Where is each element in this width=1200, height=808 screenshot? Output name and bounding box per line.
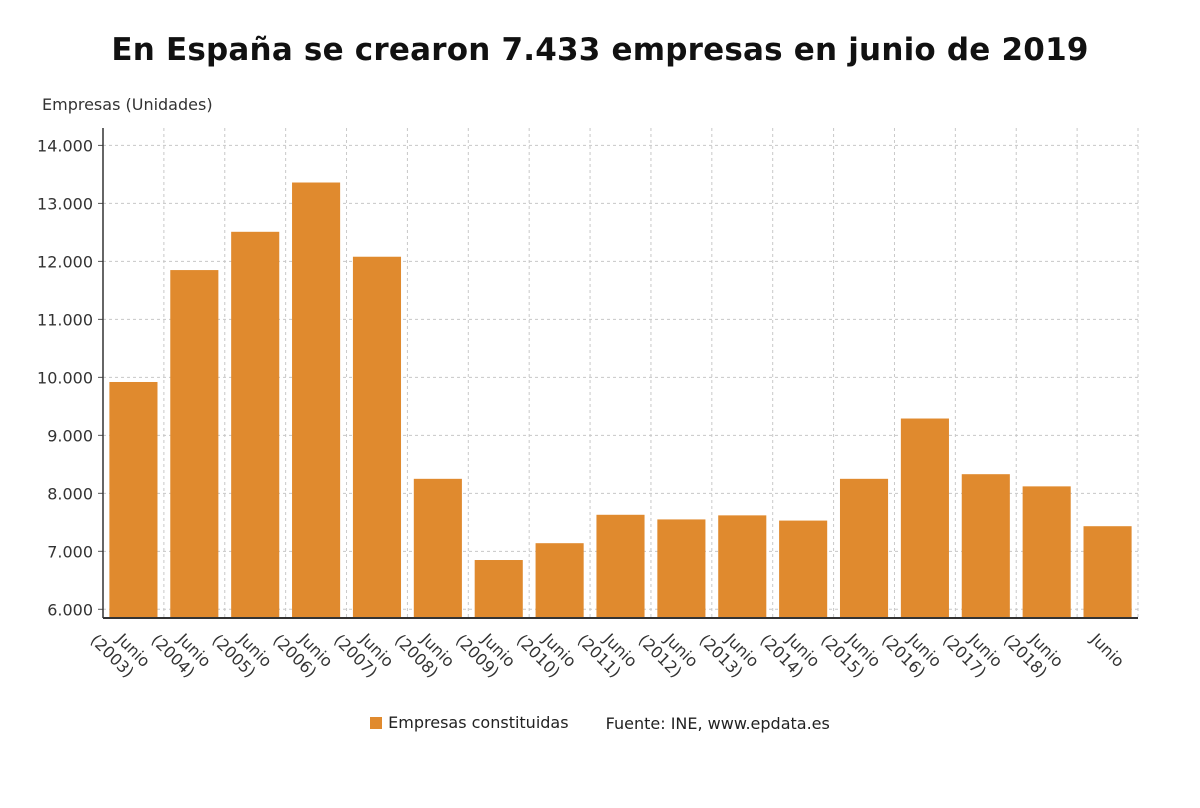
x-tick-label: Junio(2014) [756, 617, 823, 684]
y-tick-labels: 6.000 7.000 8.000 9.000 10.000 11.000 12.000 13… [37, 136, 93, 619]
source-note: Fuente: INE, www.epdata.es [605, 713, 830, 733]
x-tick-label: Junio(2006) [269, 617, 336, 684]
x-tick-label: Junio(2004) [148, 617, 215, 684]
legend: Empresas constituidas Fuente: INE, www.e… [0, 713, 1200, 733]
x-tick-label: Junio(2015) [817, 617, 884, 684]
x-tick-label: Junio(2017) [939, 617, 1006, 684]
y-tick-label: 6.000 [47, 600, 93, 619]
bar[interactable] [839, 478, 889, 618]
y-tick-label: 12.000 [37, 252, 93, 271]
y-tick-label: 11.000 [37, 310, 93, 329]
x-tick-labels: Junio(2003) Junio(2004) Junio(2005) Junio(2… [87, 617, 1128, 684]
y-tick-label: 10.000 [37, 368, 93, 387]
bar[interactable] [657, 519, 706, 618]
bar[interactable] [352, 256, 402, 618]
legend-item: Empresas constituidas [370, 713, 569, 732]
bar[interactable] [1022, 486, 1071, 618]
x-tick-label: Junio [1086, 629, 1128, 671]
bar[interactable] [474, 560, 523, 618]
y-tick-label: 13.000 [37, 194, 93, 213]
x-tick-label: Junio(2011) [574, 617, 641, 684]
y-tick-label: 9.000 [47, 426, 93, 445]
bar[interactable] [718, 515, 767, 618]
y-tick-label: 8.000 [47, 484, 93, 503]
legend-series-label: Empresas constituidas [388, 713, 569, 732]
x-tick-label: Junio(2009) [452, 617, 519, 684]
x-tick-label: Junio(2010) [513, 617, 580, 684]
x-tick-label: Junio(2013) [696, 617, 763, 684]
y-tick-label: 7.000 [47, 542, 93, 561]
axes [98, 128, 1138, 619]
bar[interactable] [170, 270, 219, 618]
x-tick-label: Junio(2005) [208, 617, 275, 684]
x-tick-label: Junio(2008) [391, 617, 458, 684]
bar[interactable] [1083, 526, 1132, 618]
chart-title: En España se crearon 7.433 empresas en j… [111, 32, 1089, 68]
x-tick-label: Junio(2018) [1000, 617, 1067, 684]
bar[interactable] [413, 478, 462, 618]
x-tick-label: Junio(2016) [878, 617, 945, 684]
bar[interactable] [596, 514, 645, 618]
y-axis-label: Empresas (Unidades) [42, 95, 213, 114]
bar[interactable] [292, 182, 341, 618]
bar-chart: 6.000 7.000 8.000 9.000 10.000 11.000 12.000 13… [37, 128, 1139, 684]
bar[interactable] [779, 520, 828, 618]
bar[interactable] [900, 418, 949, 618]
bar[interactable] [961, 474, 1010, 618]
x-tick-label: Junio(2003) [87, 617, 154, 684]
x-tick-label: Junio(2012) [635, 617, 702, 684]
bars [109, 182, 1132, 618]
bar[interactable] [109, 381, 158, 618]
bar[interactable] [535, 543, 584, 618]
x-tick-label: Junio(2007) [330, 617, 397, 684]
y-tick-label: 14.000 [37, 136, 93, 155]
bar[interactable] [231, 231, 280, 618]
legend-swatch [370, 716, 383, 729]
